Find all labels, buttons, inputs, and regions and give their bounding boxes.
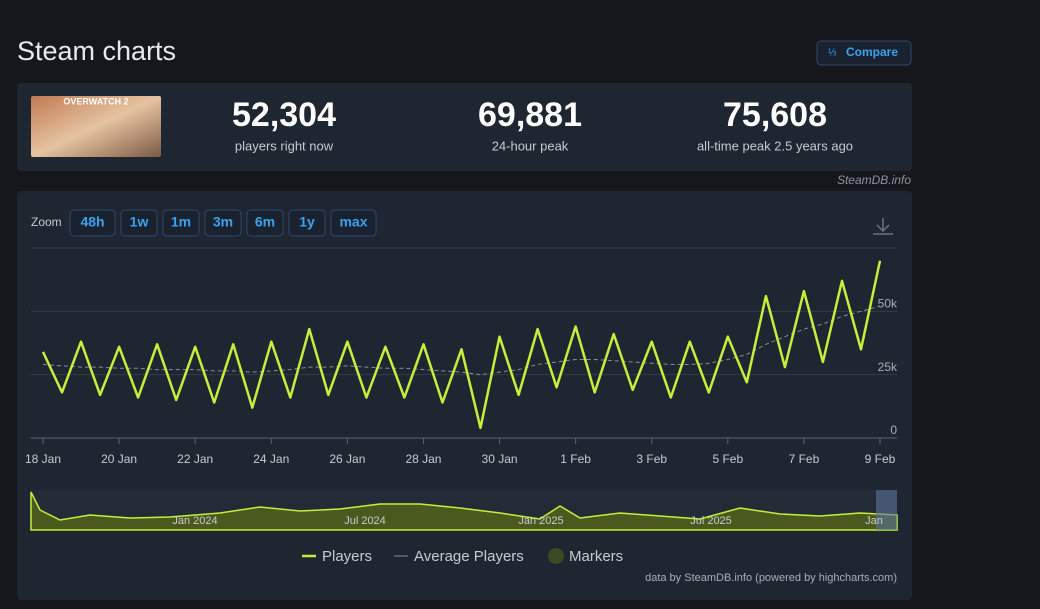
average-line bbox=[42, 305, 881, 376]
legend-label[interactable]: Average Players bbox=[414, 548, 524, 565]
compare-icon: ⅓ bbox=[828, 48, 837, 59]
x-tick-label: 28 Jan bbox=[405, 452, 441, 466]
navigator-range[interactable] bbox=[876, 490, 897, 530]
zoom-button-label[interactable]: 1m bbox=[171, 214, 191, 230]
x-tick-label: 20 Jan bbox=[101, 452, 137, 466]
credit: data by SteamDB.info (powered by highcha… bbox=[645, 572, 897, 584]
y-tick-label: 25k bbox=[878, 360, 898, 374]
navigator-series bbox=[30, 491, 898, 531]
zoom-button-label[interactable]: 1y bbox=[299, 214, 315, 230]
zoom-button[interactable] bbox=[69, 209, 116, 237]
zoom-button-label[interactable]: max bbox=[339, 214, 367, 230]
download-icon[interactable] bbox=[876, 218, 890, 233]
compare-label[interactable]: Compare bbox=[846, 45, 898, 59]
x-tick-label: 9 Feb bbox=[865, 452, 896, 466]
navigator-label: Jul 2025 bbox=[690, 515, 732, 527]
y-tick-label: 0 bbox=[890, 423, 897, 437]
zoom-button-label[interactable]: 3m bbox=[213, 214, 233, 230]
x-tick-label: 3 Feb bbox=[636, 452, 667, 466]
x-tick-label: 22 Jan bbox=[177, 452, 213, 466]
stat-label: players right now bbox=[235, 138, 334, 153]
zoom-button[interactable] bbox=[162, 209, 200, 237]
legend-marker-symbol bbox=[548, 548, 564, 564]
zoom-button[interactable] bbox=[204, 209, 242, 237]
zoom-button-label[interactable]: 6m bbox=[255, 214, 275, 230]
source-label: SteamDB.info bbox=[837, 173, 911, 187]
x-tick-label: 1 Feb bbox=[560, 452, 591, 466]
zoom-label: Zoom bbox=[31, 215, 62, 229]
chart-panel bbox=[17, 191, 912, 600]
zoom-button[interactable] bbox=[288, 209, 326, 237]
zoom-button[interactable] bbox=[120, 209, 158, 237]
navigator-label: Jan 2024 bbox=[172, 515, 217, 527]
x-tick-label: 26 Jan bbox=[329, 452, 365, 466]
stats-panel bbox=[17, 83, 912, 171]
navigator-label: Jul 2024 bbox=[344, 515, 386, 527]
zoom-button-label[interactable]: 48h bbox=[80, 214, 104, 230]
legend-label[interactable]: Players bbox=[322, 548, 372, 565]
zoom-button-label[interactable]: 1w bbox=[130, 214, 149, 230]
y-tick-label: 50k bbox=[878, 297, 898, 311]
zoom-button[interactable] bbox=[330, 209, 377, 237]
x-tick-label: 7 Feb bbox=[789, 452, 820, 466]
game-logo: OVERWATCH 2 bbox=[63, 96, 128, 106]
compare-button[interactable] bbox=[816, 40, 912, 66]
navigator-label: Jan bbox=[865, 515, 883, 527]
stat-label: all-time peak 2.5 years ago bbox=[697, 138, 853, 153]
x-tick-label: 24 Jan bbox=[253, 452, 289, 466]
game-image bbox=[31, 96, 161, 157]
navigator-label: Jan 2025 bbox=[518, 515, 563, 527]
stat-value: 75,608 bbox=[723, 96, 827, 134]
stat-value: 69,881 bbox=[478, 96, 582, 134]
stat-value: 52,304 bbox=[232, 96, 336, 134]
x-tick-label: 30 Jan bbox=[482, 452, 518, 466]
legend-label[interactable]: Markers bbox=[569, 548, 623, 565]
players-line bbox=[41, 260, 882, 430]
stat-label: 24-hour peak bbox=[492, 138, 569, 153]
x-tick-label: 18 Jan bbox=[25, 452, 61, 466]
x-tick-label: 5 Feb bbox=[712, 452, 743, 466]
page-title: Steam charts bbox=[17, 36, 176, 66]
zoom-button[interactable] bbox=[246, 209, 284, 237]
